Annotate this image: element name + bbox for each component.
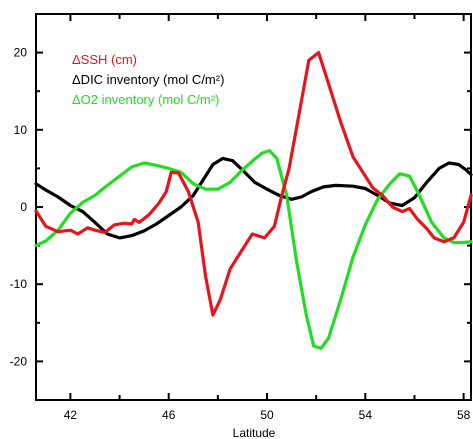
series-lines [34,51,473,350]
legend-entry-0: ΔSSH (cm) [72,52,137,67]
y-tick-label: -10 [10,277,28,291]
x-tick-label: 46 [162,408,176,422]
x-tick-label: 42 [64,408,78,422]
series-line-0 [34,51,473,317]
y-tick-label: 0 [20,200,27,214]
legend: ΔSSH (cm) ΔDIC inventory (mol C/m²) ΔO2 in… [72,52,224,107]
series-line-2 [34,149,473,350]
y-tick-label: 10 [14,123,28,137]
y-tick-label: -20 [10,354,28,368]
x-tick-label: 54 [359,408,373,422]
x-tick-label: 50 [260,408,274,422]
legend-entry-2: ΔO2 inventory (mol C/m²) [72,92,219,107]
x-axis-title: Latitude [233,426,276,439]
axis-ticks: -20 -10 0 10 20 42 46 50 54 58 [10,13,471,422]
y-tick-label: 20 [14,46,28,60]
legend-entry-1: ΔDIC inventory (mol C/m²) [72,72,224,87]
series-line-1 [34,156,473,240]
x-tick-label: 58 [457,408,471,422]
